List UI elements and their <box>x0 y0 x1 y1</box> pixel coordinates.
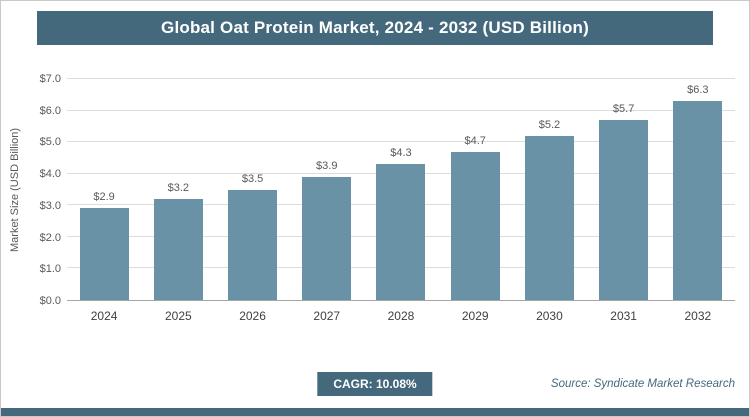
bar-slot: $4.3 <box>364 79 438 300</box>
bar-2029 <box>450 151 500 300</box>
y-axis-title: Market Size (USD Billion) <box>9 127 21 253</box>
x-tick-label: 2032 <box>684 309 712 323</box>
x-tick-label: 2026 <box>239 309 266 323</box>
x-tick-label: 2025 <box>164 309 192 323</box>
bar-value-label: $3.5 <box>241 172 264 185</box>
y-tick-label: $7.0 <box>39 73 61 85</box>
chart-title: Global Oat Protein Market, 2024 - 2032 (… <box>161 18 589 37</box>
chart-title-bar: Global Oat Protein Market, 2024 - 2032 (… <box>37 11 713 45</box>
gridline <box>67 109 735 111</box>
x-axis-labels: 2024 2025 2026 2027 2028 2029 2030 2031 2032 <box>67 301 735 323</box>
bar-2024 <box>79 208 129 300</box>
cagr-label: CAGR: 10.08% <box>333 377 417 391</box>
chart-core: $0.0 $1.0 $2.0 $3.0 $4.0 $5.0 $6.0 $7.0 $2.9 $3.… <box>23 73 735 323</box>
bar-slot: $6.3 <box>661 79 735 300</box>
chart-footer: CAGR: 10.08% Source: Syndicate Market Re… <box>1 356 749 408</box>
y-tick-label: $4.0 <box>39 168 61 181</box>
y-tick-label: $6.0 <box>39 104 61 117</box>
bar-value-label: $5.7 <box>612 103 635 116</box>
bar-value-label: $2.9 <box>93 191 115 204</box>
bar-2031 <box>599 120 649 300</box>
bar-2032 <box>673 101 723 300</box>
cagr-badge: CAGR: 10.08% <box>317 372 433 396</box>
bar-slot: $5.7 <box>587 79 661 300</box>
bar-slot: $2.9 <box>67 79 141 300</box>
chart-region: Market Size (USD Billion) $0.0 $1.0 $2.0 $3… <box>9 73 735 323</box>
bar-value-label: $3.2 <box>167 181 190 194</box>
bar-value-label: $4.3 <box>390 147 412 160</box>
bar-value-label: $6.3 <box>687 84 709 97</box>
bar-2028 <box>376 164 426 300</box>
source-text: Source: Syndicate Market Research <box>550 378 735 390</box>
plot-row: $0.0 $1.0 $2.0 $3.0 $4.0 $5.0 $6.0 $7.0 $2.9 $3.… <box>23 73 735 307</box>
plot-area: $2.9 $3.2 $3.5 $3.9 $4.3 $4.7 $5.2 $5.7 $6.3 <box>67 78 735 301</box>
x-tick-label: 2027 <box>313 309 341 323</box>
bar-2025 <box>153 198 203 300</box>
y-axis-ticks: $0.0 $1.0 $2.0 $3.0 $4.0 $5.0 $6.0 $7.0 <box>23 73 67 307</box>
bar-slot: $3.2 <box>141 79 215 300</box>
bar-slot: $3.5 <box>215 79 289 300</box>
bottom-strip <box>1 408 749 416</box>
bar-2030 <box>524 135 574 300</box>
bar-value-label: $4.7 <box>464 134 486 147</box>
y-tick-label: $1.0 <box>39 263 61 276</box>
x-tick-label: 2029 <box>461 309 489 323</box>
bar-2027 <box>302 176 352 300</box>
gridline <box>67 141 735 143</box>
bar-2026 <box>228 189 278 300</box>
x-tick-label: 2031 <box>610 309 637 323</box>
y-tick-label: $3.0 <box>39 199 61 212</box>
y-tick-label: $0.0 <box>39 295 61 307</box>
bar-slot: $5.2 <box>512 79 586 300</box>
bar-slot: $4.7 <box>438 79 512 300</box>
x-tick-label: 2028 <box>387 309 415 323</box>
gridline <box>67 78 735 79</box>
x-tick-label: 2030 <box>536 309 563 323</box>
y-tick-label: $5.0 <box>39 136 61 149</box>
x-tick-label: 2024 <box>90 309 118 323</box>
bar-value-label: $5.2 <box>538 118 561 131</box>
bar-slot: $3.9 <box>290 79 364 300</box>
y-tick-label: $2.0 <box>39 231 61 244</box>
bar-value-label: $3.9 <box>316 159 338 172</box>
